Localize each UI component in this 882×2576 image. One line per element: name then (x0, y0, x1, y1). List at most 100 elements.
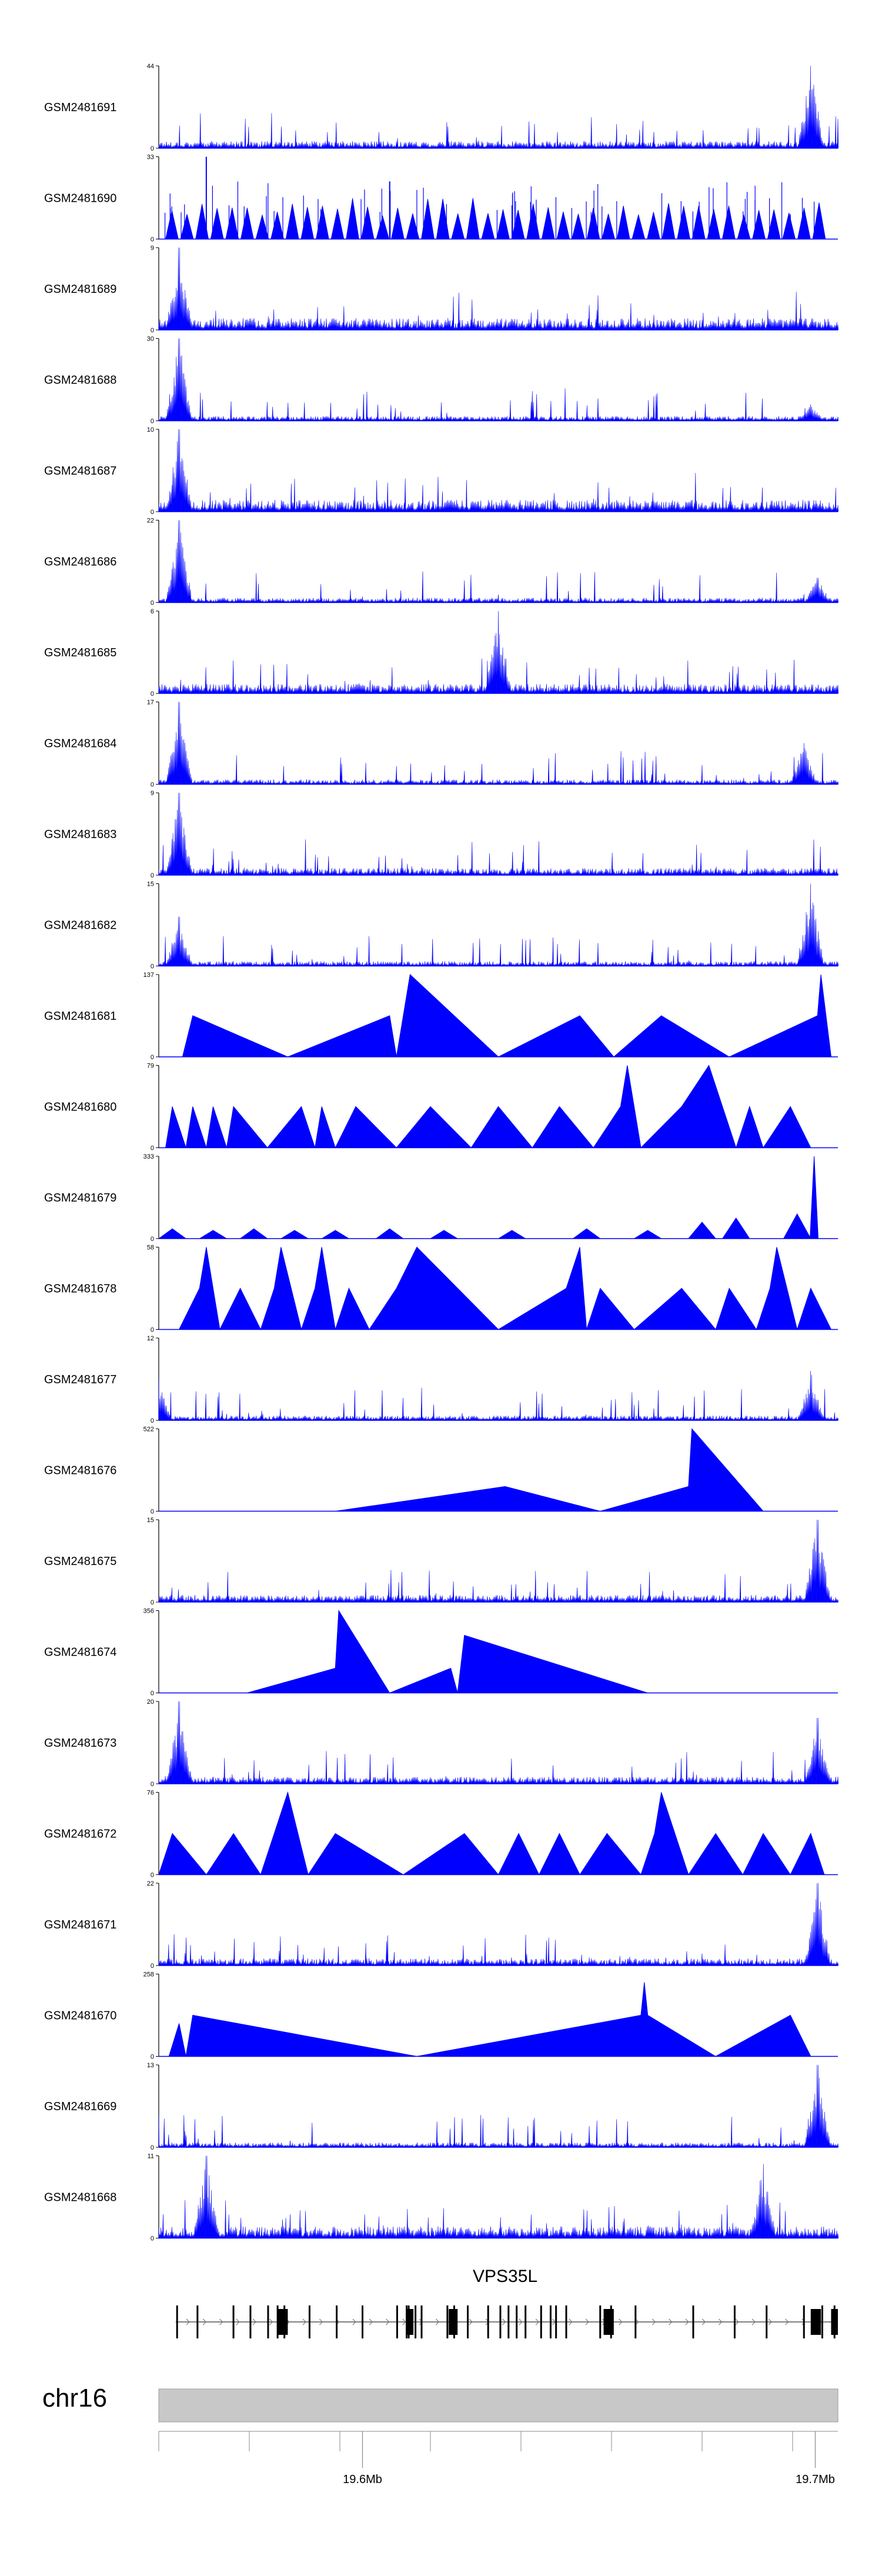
chromosome-ideogram (158, 2388, 838, 2422)
exon-mark (549, 2305, 552, 2338)
strand-arrow-icon (701, 2318, 706, 2325)
y-min-label: 0 (151, 2144, 154, 2151)
strand-arrow-icon (569, 2318, 573, 2325)
strand-arrow-icon (635, 2318, 639, 2325)
track-GSM2481682: GSM2481682 15 0 (44, 881, 839, 970)
coverage-area (158, 1156, 838, 1239)
coverage-area (158, 247, 839, 331)
strand-arrow-icon (269, 2318, 273, 2325)
exon-mark (540, 2305, 542, 2338)
exon-block (810, 2309, 821, 2335)
track-GSM2481688: GSM2481688 30 0 (44, 336, 839, 425)
coverage-tracks: GSM2481691440GSM2481690330GSM248168990GS… (44, 63, 839, 2243)
strand-arrow-icon (719, 2318, 723, 2325)
coverage-area (158, 883, 839, 967)
y-max-label: 22 (147, 518, 154, 525)
strand-arrow-icon (352, 2318, 356, 2325)
track-label: GSM2481690 (44, 192, 116, 205)
track-GSM2481685: GSM2481685 6 0 (44, 608, 839, 698)
strand-arrow-icon (585, 2318, 589, 2325)
y-min-label: 0 (151, 2054, 154, 2061)
exon-mark (599, 2305, 602, 2338)
y-min-label: 0 (151, 600, 154, 607)
exon-mark (249, 2305, 252, 2338)
exon-mark (420, 2305, 423, 2338)
strand-arrow-icon (436, 2318, 440, 2325)
exon-mark (267, 2305, 269, 2338)
exon-mark (487, 2305, 489, 2338)
coverage-area (182, 973, 832, 1057)
track-GSM2481687: GSM2481687 10 0 (44, 426, 839, 516)
track-GSM2481689: GSM2481689 9 0 (44, 245, 839, 334)
y-min-label: 0 (151, 782, 154, 789)
y-max-label: 9 (151, 790, 154, 797)
track-label: GSM2481676 (44, 1464, 116, 1477)
y-min-label: 0 (151, 1509, 154, 1516)
strand-arrow-icon (469, 2318, 473, 2325)
exon-mark (415, 2305, 417, 2338)
y-max-label: 17 (147, 699, 154, 706)
strand-arrow-icon (236, 2318, 240, 2325)
y-min-label: 0 (151, 1145, 154, 1152)
track-label: GSM2481680 (44, 1101, 116, 1114)
y-max-label: 22 (147, 1880, 154, 1887)
track-GSM2481672: GSM2481672 76 0 (44, 1790, 838, 1879)
gene-name-label: VPS35L (473, 2267, 537, 2286)
coverage-area (178, 1246, 832, 1331)
y-max-label: 11 (148, 2153, 154, 2160)
exon-mark (692, 2305, 694, 2338)
exon-mark (232, 2305, 235, 2338)
y-max-label: 12 (147, 1335, 154, 1342)
y-min-label: 0 (151, 327, 154, 334)
strand-arrow-icon (302, 2318, 306, 2325)
strand-arrow-icon (319, 2318, 323, 2325)
coverage-area (158, 610, 839, 694)
track-GSM2481676: GSM2481676 522 0 (44, 1426, 838, 1516)
y-min-label: 0 (151, 1781, 154, 1788)
y-min-label: 0 (151, 1872, 154, 1879)
track-label: GSM2481684 (44, 738, 116, 750)
track-GSM2481680: GSM2481680 79 0 (44, 1063, 838, 1152)
y-min-label: 0 (151, 1054, 154, 1061)
track-label: GSM2481673 (44, 1737, 116, 1750)
strand-arrow-icon (186, 2318, 190, 2325)
y-min-label: 0 (151, 1963, 154, 1970)
coverage-area (158, 1370, 839, 1422)
strand-arrow-icon (202, 2318, 207, 2325)
strand-arrow-icon (535, 2318, 540, 2325)
strand-arrow-icon (652, 2318, 656, 2325)
coverage-area (158, 1701, 839, 1785)
strand-arrow-icon (502, 2318, 506, 2325)
track-label: GSM2481689 (44, 283, 116, 296)
track-GSM2481677: GSM2481677 12 0 (44, 1335, 839, 1424)
y-max-label: 15 (147, 1517, 154, 1524)
track-GSM2481683: GSM2481683 9 0 (44, 790, 839, 879)
coverage-area (335, 1428, 764, 1512)
exon-block (831, 2309, 838, 2335)
coverage-area (159, 198, 838, 239)
y-max-label: 137 (143, 972, 154, 979)
exon-mark (336, 2305, 338, 2338)
coverage-area (158, 65, 839, 149)
coverage-area (158, 792, 839, 876)
strand-arrow-icon (219, 2318, 223, 2325)
track-label: GSM2481668 (44, 2191, 116, 2204)
y-max-label: 10 (147, 426, 154, 433)
y-max-label: 79 (147, 1063, 154, 1070)
exon-mark (733, 2305, 736, 2338)
track-label: GSM2481682 (44, 919, 116, 932)
y-min-label: 0 (151, 1327, 154, 1334)
exon-block (449, 2309, 458, 2335)
exon-mark (396, 2305, 398, 2338)
strand-arrow-icon (669, 2318, 673, 2325)
coverage-area (158, 702, 839, 785)
track-label: GSM2481670 (44, 2010, 116, 2023)
exon-mark (446, 2305, 449, 2338)
exon-mark (176, 2305, 178, 2338)
track-GSM2481684: GSM2481684 17 0 (44, 699, 839, 789)
exon-mark (565, 2305, 567, 2338)
exon-mark (766, 2305, 768, 2338)
strand-arrow-icon (386, 2318, 390, 2325)
exon-mark (555, 2305, 557, 2338)
